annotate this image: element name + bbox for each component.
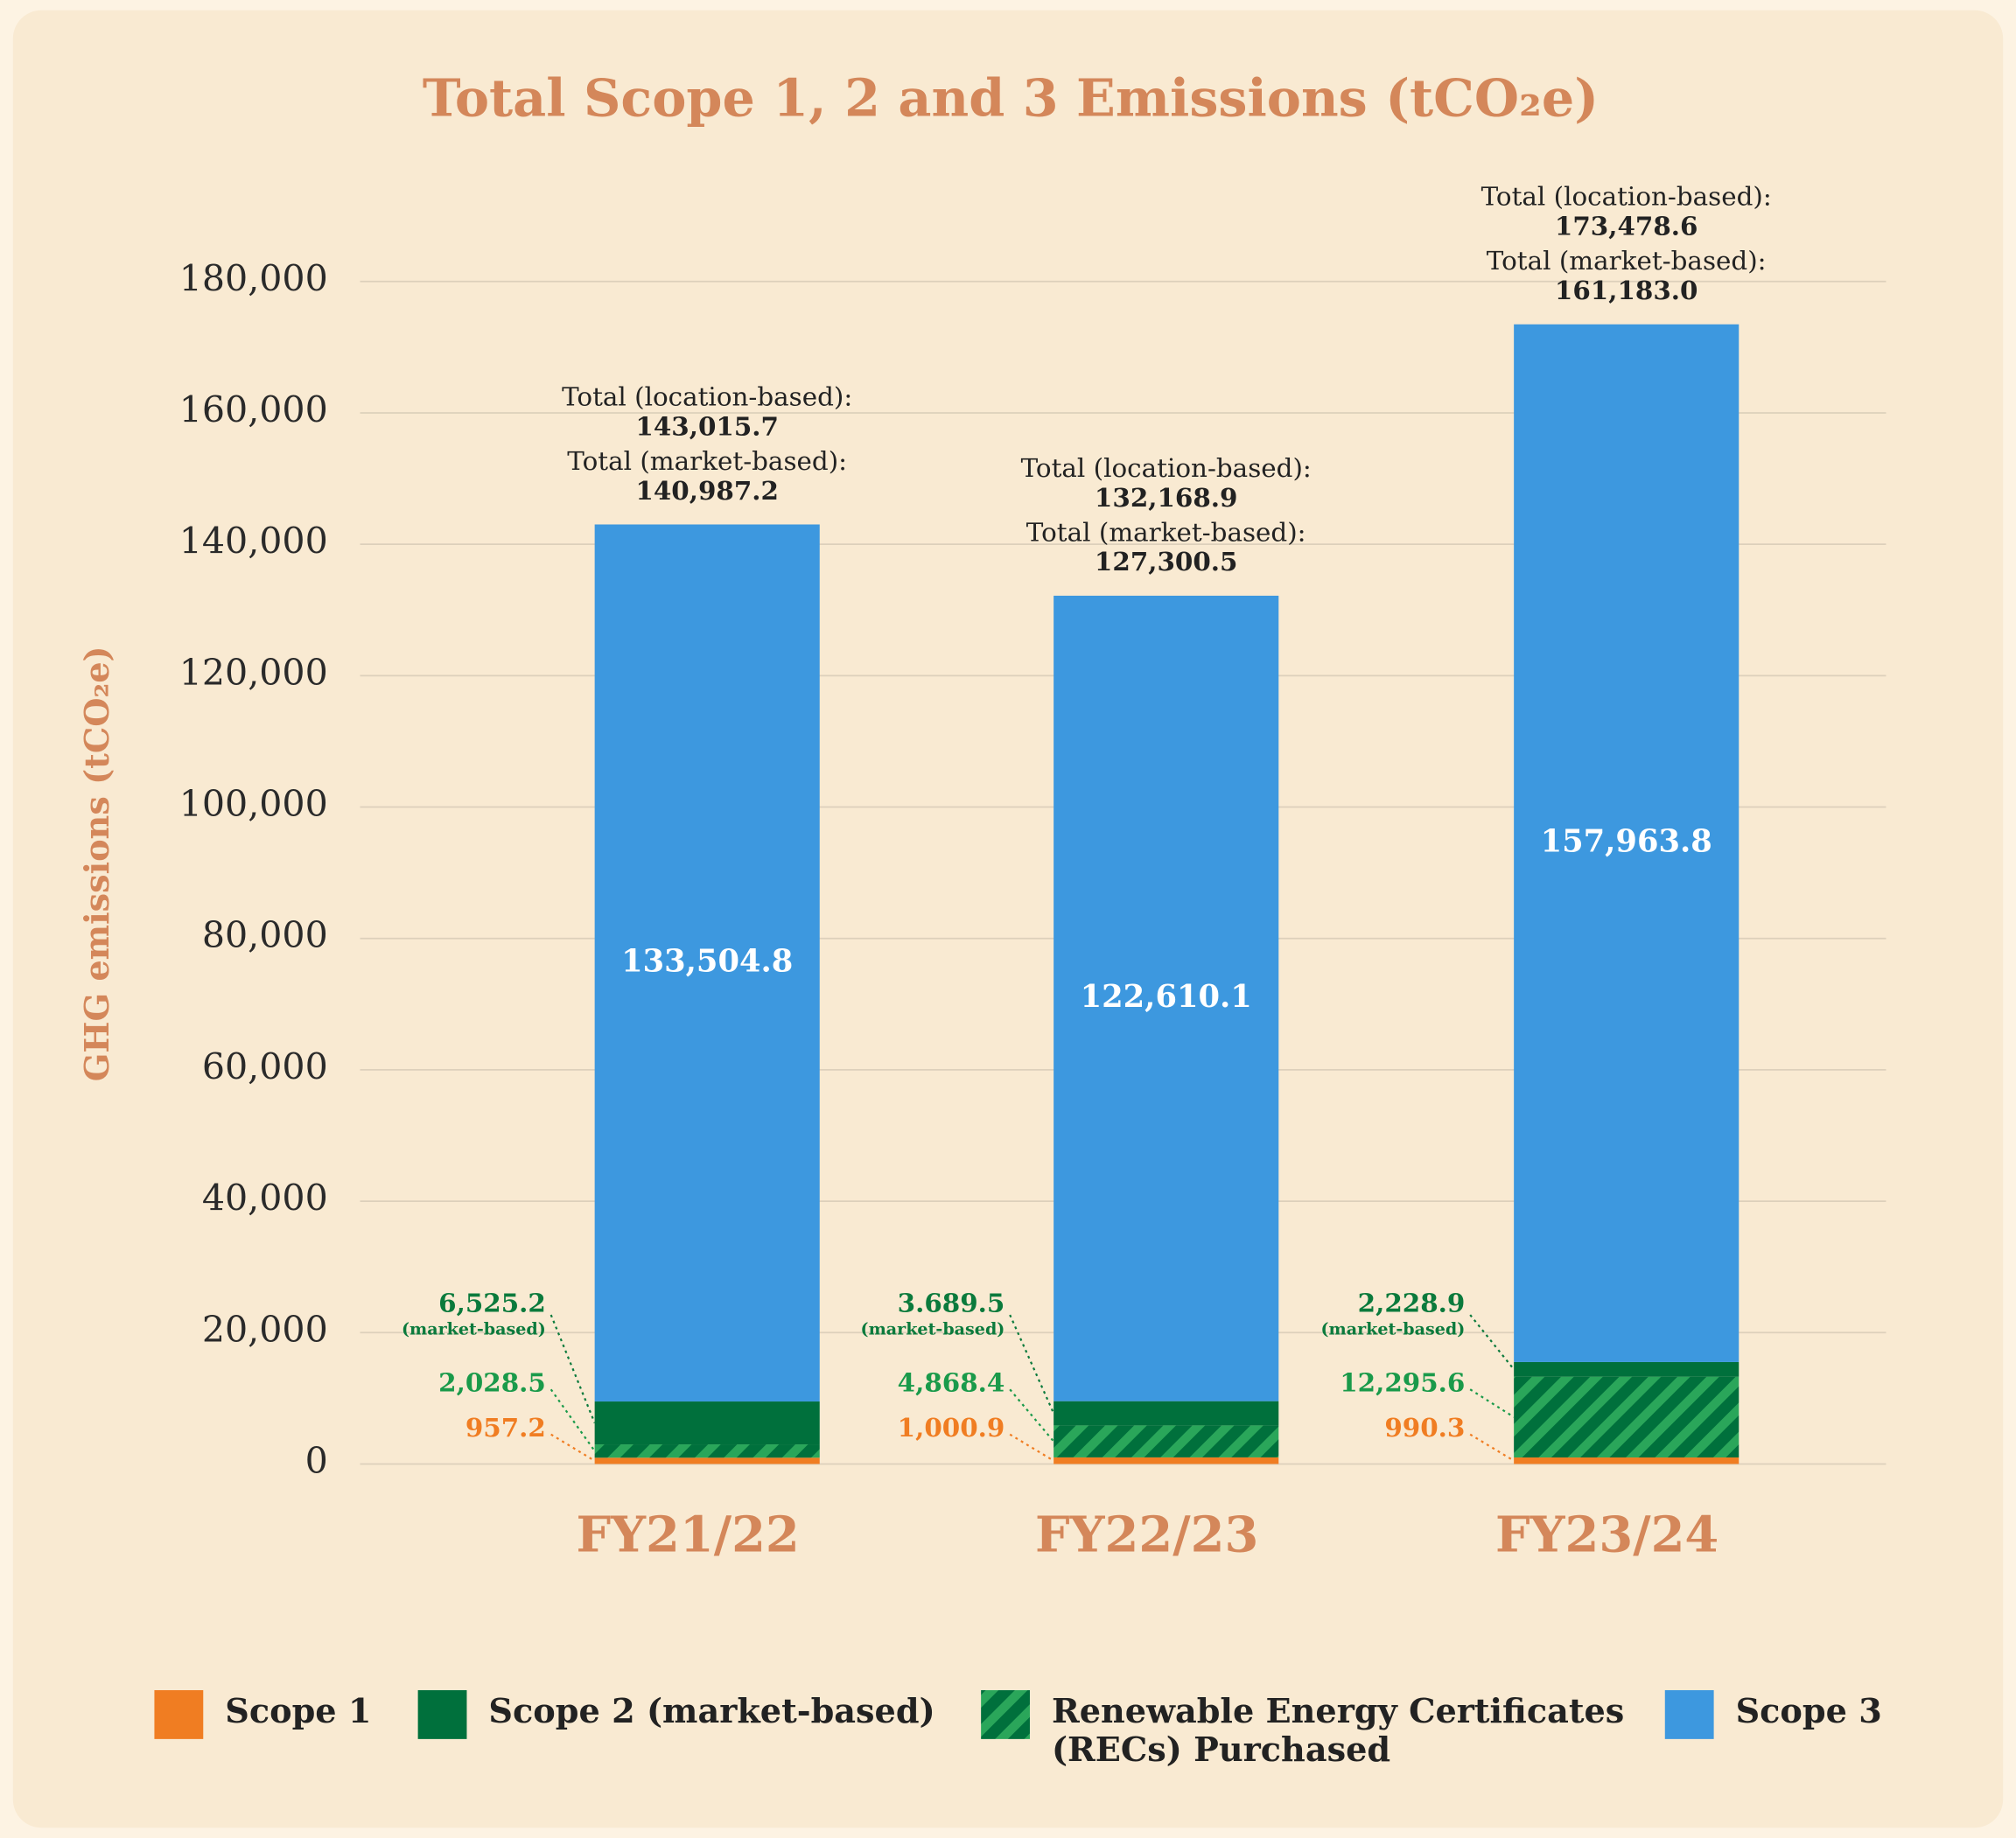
value-label: 4,868.4	[898, 1366, 1005, 1397]
total-value: 143,015.7	[635, 410, 779, 441]
leader-line	[1009, 1433, 1054, 1462]
bar-segment	[1514, 1376, 1740, 1458]
legend-swatch	[417, 1690, 467, 1739]
y-axis-label: GHG emissions (tCO₂e)	[78, 646, 117, 1081]
bar-segment	[594, 524, 820, 1402]
value-label: 990.3	[1384, 1412, 1465, 1443]
leader-line	[550, 1433, 596, 1462]
legend-swatch	[981, 1690, 1030, 1739]
legend-item: Renewable Energy Certificates (RECs) Pur…	[1051, 1692, 1625, 1771]
total-value: 132,168.9	[1095, 482, 1238, 513]
value-label: 1,000.9	[898, 1412, 1005, 1443]
y-tick-label: 20,000	[202, 1309, 328, 1351]
leader-line	[1469, 1433, 1515, 1462]
legend-item: Scope 1	[225, 1692, 372, 1732]
leader-line	[1469, 1388, 1515, 1418]
leader-line	[1469, 1314, 1516, 1371]
value-label: 157,963.8	[1541, 823, 1712, 859]
total-value: 127,300.5	[1095, 546, 1238, 577]
value-note: (market-based)	[1321, 1319, 1466, 1339]
bar-segment	[1514, 324, 1740, 1362]
y-tick-label: 40,000	[202, 1178, 328, 1220]
total-label: Total (location-based):	[1481, 182, 1772, 212]
y-tick-label: 0	[305, 1440, 328, 1482]
value-note: (market-based)	[402, 1319, 546, 1339]
card	[12, 10, 2004, 1828]
y-tick-label: 180,000	[179, 257, 328, 299]
bar-segment	[1514, 1361, 1740, 1377]
leader-line	[550, 1314, 596, 1423]
total-value: 173,478.6	[1555, 211, 1698, 241]
total-label: Total (market-based):	[1487, 246, 1767, 276]
legend-label: Scope 1	[225, 1692, 372, 1732]
bar-segment	[594, 1457, 820, 1464]
bar-segment	[1054, 1401, 1279, 1426]
value-label: 6,525.2	[438, 1287, 546, 1317]
total-label: Total (market-based):	[567, 446, 847, 476]
y-tick-label: 140,000	[179, 521, 328, 563]
legend-item: Scope 3	[1735, 1692, 1882, 1732]
y-tick-label: 60,000	[202, 1045, 328, 1087]
bar-segment	[1054, 1425, 1279, 1457]
y-tick-label: 120,000	[179, 652, 328, 694]
total-label: Total (location-based):	[562, 382, 852, 412]
legend-label: Scope 2 (market-based)	[488, 1692, 935, 1732]
legend-label: Scope 3	[1735, 1692, 1882, 1732]
value-label: 2,028.5	[438, 1366, 546, 1397]
y-tick-label: 100,000	[179, 783, 328, 825]
total-value: 140,987.2	[635, 475, 779, 506]
x-tick-label: FY22/23	[1035, 1506, 1258, 1563]
chart-title: Total Scope 1, 2 and 3 Emissions (tCO₂e)	[423, 68, 1599, 129]
leader-line	[1009, 1388, 1055, 1443]
total-label: Total (location-based):	[1021, 453, 1312, 483]
value-label: 122,610.1	[1081, 979, 1252, 1015]
y-tick-label: 80,000	[202, 914, 328, 956]
bar-segment	[594, 1444, 820, 1458]
value-label: 957.2	[466, 1412, 546, 1443]
legend-swatch	[154, 1690, 204, 1739]
bar-segment	[1054, 1457, 1279, 1464]
value-label: 2,228.9	[1358, 1287, 1466, 1317]
value-label: 12,295.6	[1340, 1366, 1465, 1397]
bar-segment	[1514, 1457, 1740, 1464]
total-label: Total (market-based):	[1026, 517, 1306, 547]
leader-line	[1009, 1314, 1055, 1414]
legend-item: Scope 2 (market-based)	[488, 1692, 935, 1732]
bar-segment	[1054, 595, 1279, 1401]
x-tick-label: FY23/24	[1495, 1506, 1718, 1563]
x-tick-label: FY21/22	[577, 1506, 800, 1563]
bar-segment	[594, 1401, 820, 1445]
value-label: 3.689.5	[898, 1287, 1005, 1317]
legend-swatch	[1664, 1690, 1714, 1739]
total-value: 161,183.0	[1555, 275, 1698, 305]
value-note: (market-based)	[861, 1319, 1005, 1339]
value-label: 133,504.8	[621, 943, 793, 979]
y-tick-label: 160,000	[179, 388, 328, 430]
legend-label: Renewable Energy Certificates (RECs) Pur…	[1051, 1692, 1625, 1771]
